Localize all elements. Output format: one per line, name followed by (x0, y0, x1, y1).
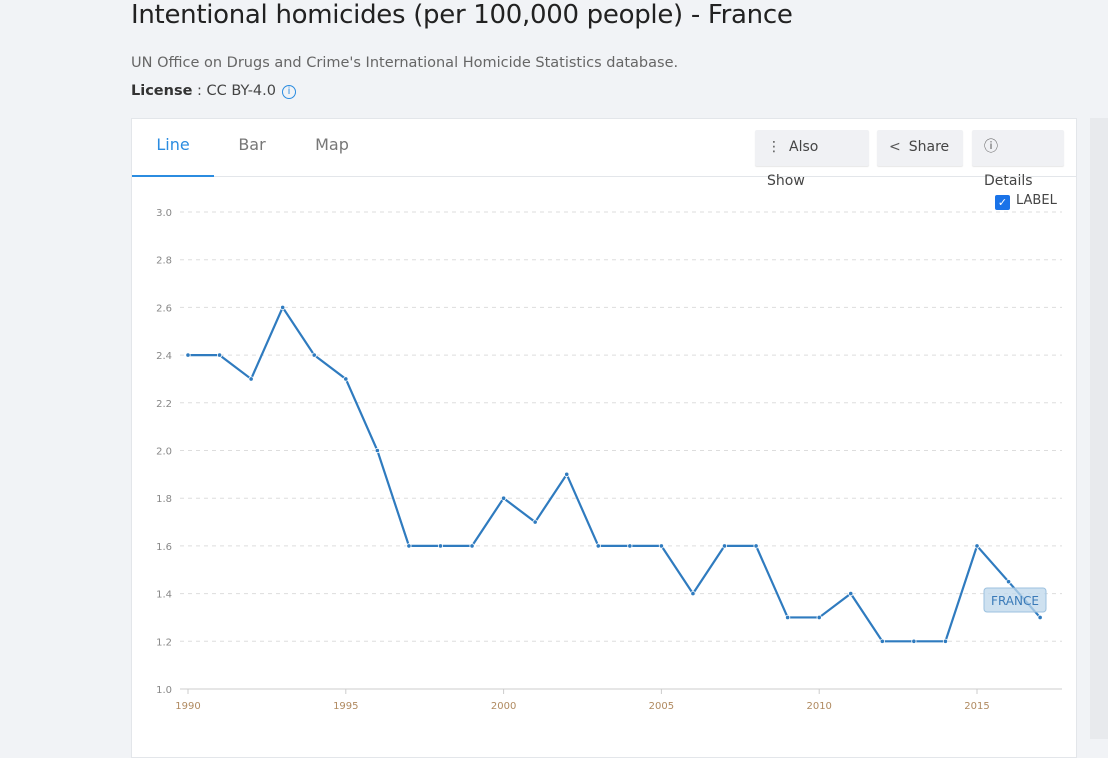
x-tick-label: 2015 (964, 701, 989, 712)
data-point (658, 543, 665, 549)
info-circle-icon: ⓘ (984, 139, 998, 155)
x-tick-label: 1995 (333, 701, 358, 712)
license-label: License (131, 83, 193, 99)
y-tick-label: 3.0 (156, 208, 172, 219)
y-tick-label: 1.6 (156, 542, 172, 553)
data-point (564, 471, 570, 477)
y-tick-label: 1.8 (156, 494, 172, 505)
tab-line[interactable]: Line (132, 119, 214, 177)
y-tick-label: 2.2 (156, 399, 172, 410)
y-tick-label: 2.4 (156, 351, 172, 362)
tab-bar-chart[interactable]: Bar (238, 135, 266, 154)
x-tick-label: 2010 (806, 701, 831, 712)
share-icon: < (889, 139, 901, 155)
y-tick-label: 2.0 (156, 447, 172, 458)
data-point (1005, 579, 1012, 585)
data-point (532, 519, 538, 525)
data-point (500, 495, 507, 501)
y-tick-label: 1.4 (156, 590, 172, 601)
data-point (280, 304, 286, 310)
y-tick-label: 2.6 (156, 303, 172, 314)
details-button[interactable]: ⓘ Details (972, 130, 1064, 189)
data-point (848, 590, 854, 597)
side-panel-edge (1090, 118, 1108, 739)
data-point (311, 352, 317, 358)
label-toggle-text: LABEL (1016, 193, 1057, 208)
checkbox-checked-icon[interactable]: ✓ (995, 195, 1010, 210)
also-show-label: Also Show (767, 139, 819, 189)
data-point (437, 543, 444, 549)
data-point (216, 352, 223, 358)
license-value: : CC BY-4.0 (197, 83, 276, 99)
data-point (753, 543, 759, 549)
share-button[interactable]: < Share (877, 130, 963, 166)
tab-map[interactable]: Map (315, 135, 349, 154)
data-point (690, 590, 696, 597)
line-chart: 1.0 1.2 1.4 1.6 1.8 2.0 2.2 2.4 2.6 2.8 3.0 1990 199… (156, 208, 1062, 712)
data-point (248, 376, 254, 382)
info-icon[interactable]: i (281, 85, 296, 99)
series-label-box (983, 587, 1047, 613)
data-point (816, 614, 822, 621)
y-tick-label: 1.0 (156, 685, 172, 696)
y-tick-label: 1.2 (156, 637, 172, 648)
data-point (627, 543, 633, 549)
y-tick-label: 2.8 (156, 256, 172, 267)
more-vertical-icon: ⋮ (767, 139, 781, 155)
data-point (974, 543, 980, 549)
data-point (1037, 614, 1043, 621)
data-point (785, 614, 791, 621)
x-tick-label: 1990 (175, 701, 200, 712)
data-point (911, 638, 917, 644)
data-point (374, 447, 380, 454)
data-point (343, 376, 349, 382)
series-line-france (188, 305, 1041, 643)
page-title: Intentional homicides (per 100,000 peopl… (131, 0, 793, 30)
data-point (942, 638, 949, 644)
data-point (721, 543, 728, 549)
data-point (185, 352, 191, 358)
data-point (406, 543, 412, 549)
details-label: Details (984, 173, 1033, 189)
label-toggle[interactable]: ✓ LABEL (995, 193, 1057, 210)
share-label: Share (908, 139, 950, 155)
series-label-france: FRANCE (991, 594, 1039, 608)
x-tick-label: 2005 (649, 701, 674, 712)
data-point (879, 638, 885, 644)
license: License : CC BY-4.0 i (131, 83, 296, 99)
source-text: UN Office on Drugs and Crime's Internati… (131, 55, 679, 71)
x-tick-label: 2000 (491, 701, 516, 712)
data-point (469, 543, 475, 549)
also-show-button[interactable]: ⋮ Also Show (755, 130, 869, 189)
data-point (595, 543, 601, 549)
tab-bar: Line Bar Map ⋮ Also Show < Share ⓘ Details (132, 119, 1076, 189)
chart-card: Line Bar Map ⋮ Also Show < Share ⓘDetails … (131, 118, 1077, 758)
